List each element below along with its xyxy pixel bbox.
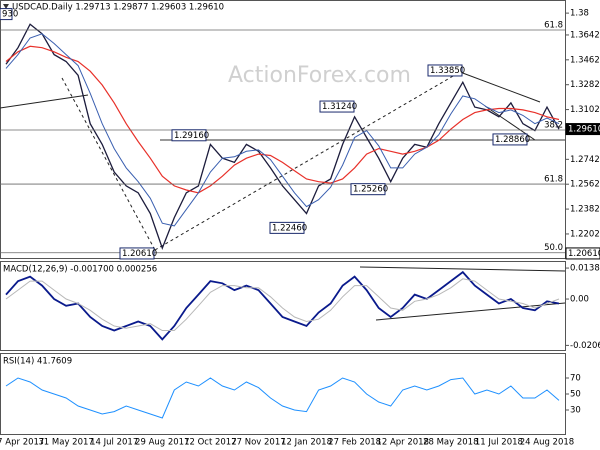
price-box xyxy=(350,183,386,196)
trendline xyxy=(154,71,461,251)
y-tick-label: -0.020648 xyxy=(570,341,600,351)
trendline xyxy=(459,71,541,103)
trendline xyxy=(61,77,156,251)
price-box-label: 1.33850 xyxy=(430,66,465,76)
price-tag xyxy=(565,123,600,136)
x-tick-label: 24 Aug 2018 xyxy=(520,438,574,448)
trendline xyxy=(359,266,566,272)
x-tick-label: 27 Feb 2018 xyxy=(328,438,381,448)
price-box xyxy=(0,8,13,21)
panel-title: MACD(12,26,9) -0.001700 0.000256 xyxy=(3,265,157,275)
fib-label: 61.8 xyxy=(544,20,563,30)
price-tag-label: 1.20610 xyxy=(568,249,600,259)
y-tick-label: 1.2382 xyxy=(570,205,600,215)
price-box-label: 930 xyxy=(2,10,18,20)
series-line xyxy=(5,270,560,341)
y-tick-label: 1.3462 xyxy=(570,55,600,65)
x-tick-label: 31 May 2017 xyxy=(38,438,93,448)
y-tick-label: 1.3642 xyxy=(570,30,600,40)
y-tick-label: 70 xyxy=(570,374,581,384)
watermark: ActionForex.com xyxy=(228,63,411,88)
price-box-label: 1.20610 xyxy=(122,249,157,259)
series-line xyxy=(5,23,560,250)
x-tick-label: 17 Apr 2017 xyxy=(0,438,44,448)
price-box xyxy=(492,133,528,146)
price-box-label: 1.22460 xyxy=(272,223,307,233)
y-tick-label: 30 xyxy=(570,406,581,416)
price-box xyxy=(427,64,463,77)
y-tick-label: 0.013802 xyxy=(570,264,600,274)
trendline xyxy=(0,94,89,109)
y-tick-label: 1.3102 xyxy=(570,105,600,115)
panel-title: RSI(14) 41.7609 xyxy=(3,357,72,367)
price-tag xyxy=(565,247,600,260)
x-tick-label: 27 Nov 2017 xyxy=(231,438,285,448)
fib-label: 61.8 xyxy=(544,175,563,185)
series-line xyxy=(5,45,560,194)
y-tick-label: 1.38 xyxy=(570,9,589,19)
y-tick-label: 1.2742 xyxy=(570,155,600,165)
price-box-label: 1.31240 xyxy=(322,102,357,112)
x-tick-label: 12 Apr 2018 xyxy=(376,438,429,448)
price-box xyxy=(171,129,207,142)
price-box xyxy=(269,221,305,234)
trendline xyxy=(375,302,566,321)
x-tick-label: 12 Jan 2018 xyxy=(281,438,332,448)
macd-panel xyxy=(0,261,566,351)
price-box-label: 1.25260 xyxy=(353,185,388,195)
x-tick-label: 14 Jul 2017 xyxy=(90,438,138,448)
y-tick-label: 50 xyxy=(570,390,581,400)
fib-label: 38.2 xyxy=(544,121,563,131)
series-line xyxy=(5,33,560,227)
y-tick-label: 0.00 xyxy=(570,295,589,305)
price-tag-label: 1.29610 xyxy=(568,125,600,135)
price-box xyxy=(319,100,355,113)
x-tick-label: 11 Jul 2018 xyxy=(475,438,523,448)
x-tick-label: 29 Aug 2017 xyxy=(135,438,189,448)
x-tick-label: 28 May 2018 xyxy=(423,438,478,448)
fib-label: 50.0 xyxy=(544,243,563,253)
series-line xyxy=(5,377,560,419)
y-tick-label: 1.3282 xyxy=(570,80,600,90)
y-tick-label: 1.2562 xyxy=(570,180,600,190)
x-tick-label: 12 Oct 2017 xyxy=(184,438,237,448)
price-box xyxy=(119,247,155,260)
series-line xyxy=(5,278,560,331)
chart-title: USDCAD.Daily 1.29713 1.29877 1.29603 1.2… xyxy=(12,3,224,13)
menu-icon xyxy=(3,4,9,9)
price-box-label: 1.28860 xyxy=(495,135,530,145)
y-tick-label: 1.2202 xyxy=(570,229,600,239)
price-box-label: 1.29160 xyxy=(174,131,209,141)
